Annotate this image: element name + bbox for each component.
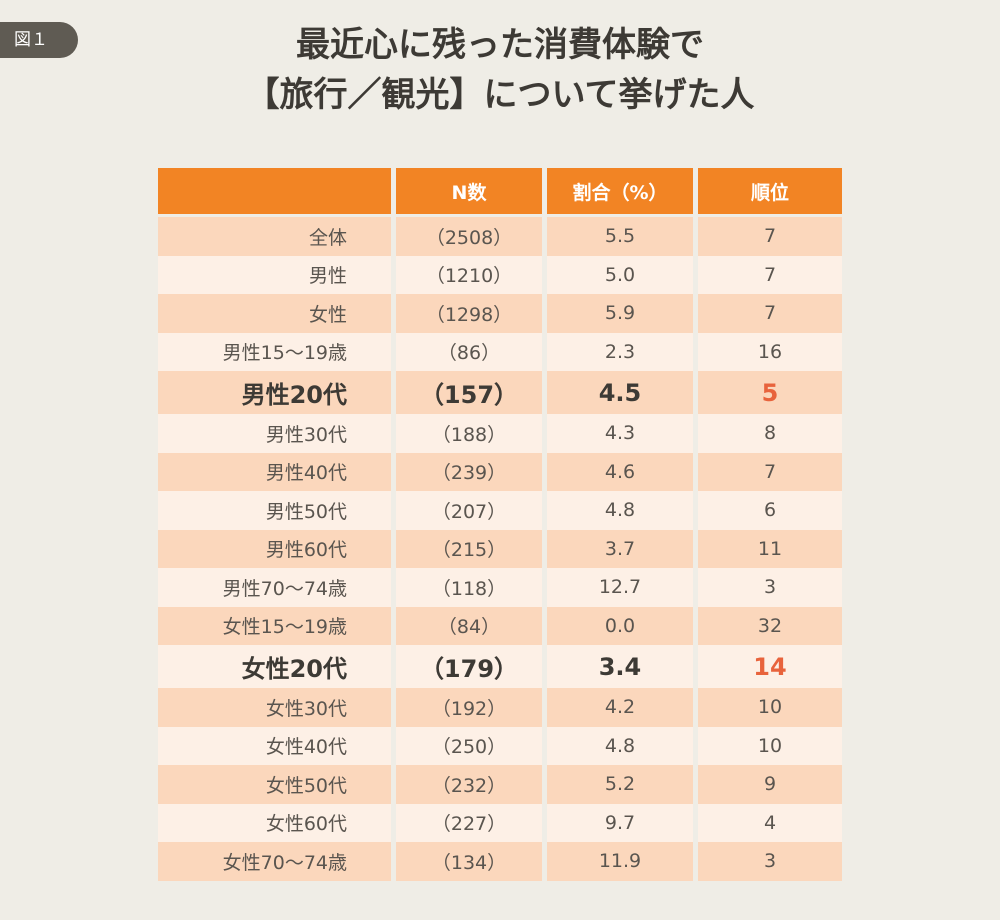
row-rank: 3: [693, 842, 842, 881]
row-ratio: 4.8: [542, 726, 693, 765]
row-label: 女性70～74歳: [158, 842, 391, 881]
row-label: 男性30代: [158, 414, 391, 453]
row-label: 女性60代: [158, 803, 391, 842]
row-n: （188）: [391, 414, 542, 453]
table-row: 女性40代 （250） 4.8 10: [158, 726, 842, 765]
table-row: 女性50代 （232） 5.2 9: [158, 765, 842, 804]
row-n: （215）: [391, 529, 542, 568]
row-rank: 8: [693, 414, 842, 453]
row-n: （232）: [391, 765, 542, 804]
row-ratio: 5.9: [542, 294, 693, 333]
row-ratio: 4.5: [542, 371, 693, 414]
row-n: （192）: [391, 688, 542, 727]
row-ratio: 5.5: [542, 217, 693, 256]
row-n: （2508）: [391, 217, 542, 256]
row-rank: 10: [693, 726, 842, 765]
row-n: （239）: [391, 452, 542, 491]
row-rank: 7: [693, 255, 842, 294]
row-rank: 4: [693, 803, 842, 842]
row-label: 男性20代: [158, 371, 391, 414]
row-rank: 11: [693, 529, 842, 568]
row-rank: 10: [693, 688, 842, 727]
table-row: 女性60代 （227） 9.7 4: [158, 803, 842, 842]
row-rank: 7: [693, 294, 842, 333]
header-cell-label: [158, 168, 391, 214]
row-ratio: 4.6: [542, 452, 693, 491]
row-n: （1210）: [391, 255, 542, 294]
row-label: 男性15～19歳: [158, 332, 391, 371]
row-ratio: 3.7: [542, 529, 693, 568]
table-row: 男性60代 （215） 3.7 11: [158, 529, 842, 568]
row-ratio: 4.8: [542, 491, 693, 530]
row-ratio: 5.2: [542, 765, 693, 804]
row-label: 女性50代: [158, 765, 391, 804]
row-label: 男性40代: [158, 452, 391, 491]
row-rank: 3: [693, 568, 842, 607]
row-ratio: 9.7: [542, 803, 693, 842]
row-n: （84）: [391, 606, 542, 645]
row-ratio: 5.0: [542, 255, 693, 294]
row-label: 男性70～74歳: [158, 568, 391, 607]
table-row: 女性 （1298） 5.9 7: [158, 294, 842, 333]
row-n: （179）: [391, 645, 542, 688]
table-row: 男性 （1210） 5.0 7: [158, 255, 842, 294]
row-rank: 9: [693, 765, 842, 804]
header-cell-rank: 順位: [693, 168, 842, 214]
row-n: （134）: [391, 842, 542, 881]
row-n: （118）: [391, 568, 542, 607]
title-line-1: 最近心に残った消費体験で: [296, 25, 704, 65]
row-rank: 32: [693, 606, 842, 645]
header-cell-ratio: 割合（%）: [542, 168, 693, 214]
figure-badge: 図１: [0, 22, 78, 58]
row-rank: 5: [693, 371, 842, 414]
table-row: 男性20代 （157） 4.5 5: [158, 371, 842, 414]
row-rank: 6: [693, 491, 842, 530]
row-ratio: 4.2: [542, 688, 693, 727]
row-rank: 16: [693, 332, 842, 371]
row-label: 女性15～19歳: [158, 606, 391, 645]
row-ratio: 4.3: [542, 414, 693, 453]
row-n: （1298）: [391, 294, 542, 333]
table-row: 男性70～74歳 （118） 12.7 3: [158, 568, 842, 607]
row-ratio: 0.0: [542, 606, 693, 645]
chart-title: 最近心に残った消費体験で 【旅行／観光】について挙げた人: [100, 20, 900, 120]
title-line-2: 【旅行／観光】について挙げた人: [245, 75, 755, 115]
row-label: 女性: [158, 294, 391, 333]
row-n: （207）: [391, 491, 542, 530]
row-rank: 7: [693, 452, 842, 491]
row-ratio: 3.4: [542, 645, 693, 688]
table-row: 男性15～19歳 （86） 2.3 16: [158, 332, 842, 371]
data-table: N数 割合（%） 順位 全体 （2508） 5.5 7 男性 （1210） 5.0 7 女性 （1…: [158, 168, 842, 881]
row-label: 女性30代: [158, 688, 391, 727]
table-row: 男性30代 （188） 4.3 8: [158, 414, 842, 453]
table-row: 女性20代 （179） 3.4 14: [158, 645, 842, 688]
row-label: 男性50代: [158, 491, 391, 530]
table-row: 女性30代 （192） 4.2 10: [158, 688, 842, 727]
row-n: （227）: [391, 803, 542, 842]
row-n: （250）: [391, 726, 542, 765]
row-n: （86）: [391, 332, 542, 371]
table-row: 女性15～19歳 （84） 0.0 32: [158, 606, 842, 645]
row-label: 女性20代: [158, 645, 391, 688]
row-label: 全体: [158, 217, 391, 256]
header-cell-n: N数: [391, 168, 542, 214]
row-rank: 14: [693, 645, 842, 688]
row-label: 男性60代: [158, 529, 391, 568]
row-ratio: 11.9: [542, 842, 693, 881]
table-row: 全体 （2508） 5.5 7: [158, 217, 842, 256]
row-n: （157）: [391, 371, 542, 414]
table-row: 男性50代 （207） 4.8 6: [158, 491, 842, 530]
table-row: 男性40代 （239） 4.6 7: [158, 452, 842, 491]
row-label: 女性40代: [158, 726, 391, 765]
row-ratio: 12.7: [542, 568, 693, 607]
row-rank: 7: [693, 217, 842, 256]
table-row: 女性70～74歳 （134） 11.9 3: [158, 842, 842, 881]
row-ratio: 2.3: [542, 332, 693, 371]
table-header-row: N数 割合（%） 順位: [158, 168, 842, 217]
row-label: 男性: [158, 255, 391, 294]
